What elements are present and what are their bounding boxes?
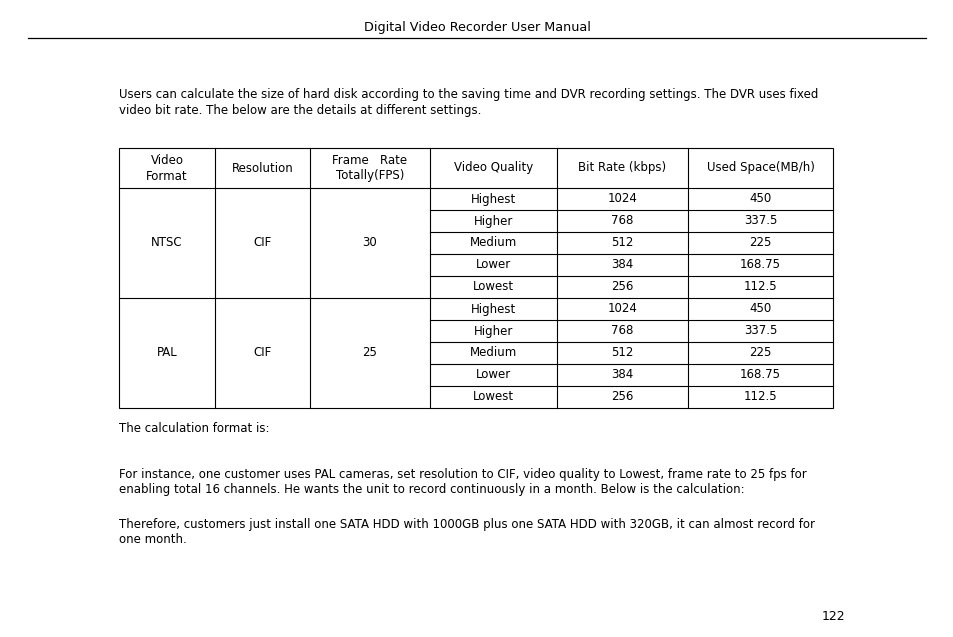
Text: Users can calculate the size of hard disk according to the saving time and DVR r: Users can calculate the size of hard dis… [119,88,818,101]
Text: Lowest: Lowest [473,280,514,294]
Text: 450: 450 [749,303,771,315]
Text: 225: 225 [748,236,771,250]
Text: Higher: Higher [474,324,513,338]
Text: 1024: 1024 [607,192,637,206]
Text: PAL: PAL [156,347,177,359]
Text: Higher: Higher [474,215,513,227]
Text: Video Quality: Video Quality [454,162,533,175]
Text: 768: 768 [611,324,633,338]
Text: Bit Rate (kbps): Bit Rate (kbps) [578,162,666,175]
Text: 768: 768 [611,215,633,227]
Text: Video
Format: Video Format [146,154,188,182]
Text: 256: 256 [611,390,633,403]
Text: Highest: Highest [471,192,516,206]
Text: Digital Video Recorder User Manual: Digital Video Recorder User Manual [363,20,590,34]
Text: video bit rate. The below are the details at different settings.: video bit rate. The below are the detail… [119,104,481,117]
Text: For instance, one customer uses PAL cameras, set resolution to CIF, video qualit: For instance, one customer uses PAL came… [119,468,806,481]
Text: 30: 30 [362,236,377,250]
Text: 168.75: 168.75 [740,259,781,271]
Text: Lower: Lower [476,259,511,271]
Text: 168.75: 168.75 [740,368,781,382]
Text: Lowest: Lowest [473,390,514,403]
Text: one month.: one month. [119,533,187,546]
Text: Frame   Rate
Totally(FPS): Frame Rate Totally(FPS) [332,154,407,182]
Text: Used Space(MB/h): Used Space(MB/h) [706,162,814,175]
Text: 1024: 1024 [607,303,637,315]
Text: Lower: Lower [476,368,511,382]
Text: Medium: Medium [470,347,517,359]
Text: Highest: Highest [471,303,516,315]
Text: NTSC: NTSC [151,236,183,250]
Text: 112.5: 112.5 [743,390,777,403]
Text: 512: 512 [611,347,633,359]
Text: 25: 25 [362,347,377,359]
Text: 450: 450 [749,192,771,206]
Text: Medium: Medium [470,236,517,250]
Text: Therefore, customers just install one SATA HDD with 1000GB plus one SATA HDD wit: Therefore, customers just install one SA… [119,518,814,531]
Text: 384: 384 [611,259,633,271]
Text: 112.5: 112.5 [743,280,777,294]
Text: 337.5: 337.5 [743,324,777,338]
Bar [119,148,832,408]
Text: 225: 225 [748,347,771,359]
Text: 384: 384 [611,368,633,382]
Text: 337.5: 337.5 [743,215,777,227]
Text: CIF: CIF [253,347,272,359]
Text: Resolution: Resolution [232,162,294,175]
Text: 256: 256 [611,280,633,294]
Text: CIF: CIF [253,236,272,250]
Text: The calculation format is:: The calculation format is: [119,422,269,435]
Text: 512: 512 [611,236,633,250]
Text: 122: 122 [821,610,844,624]
Text: enabling total 16 channels. He wants the unit to record continuously in a month.: enabling total 16 channels. He wants the… [119,483,744,496]
